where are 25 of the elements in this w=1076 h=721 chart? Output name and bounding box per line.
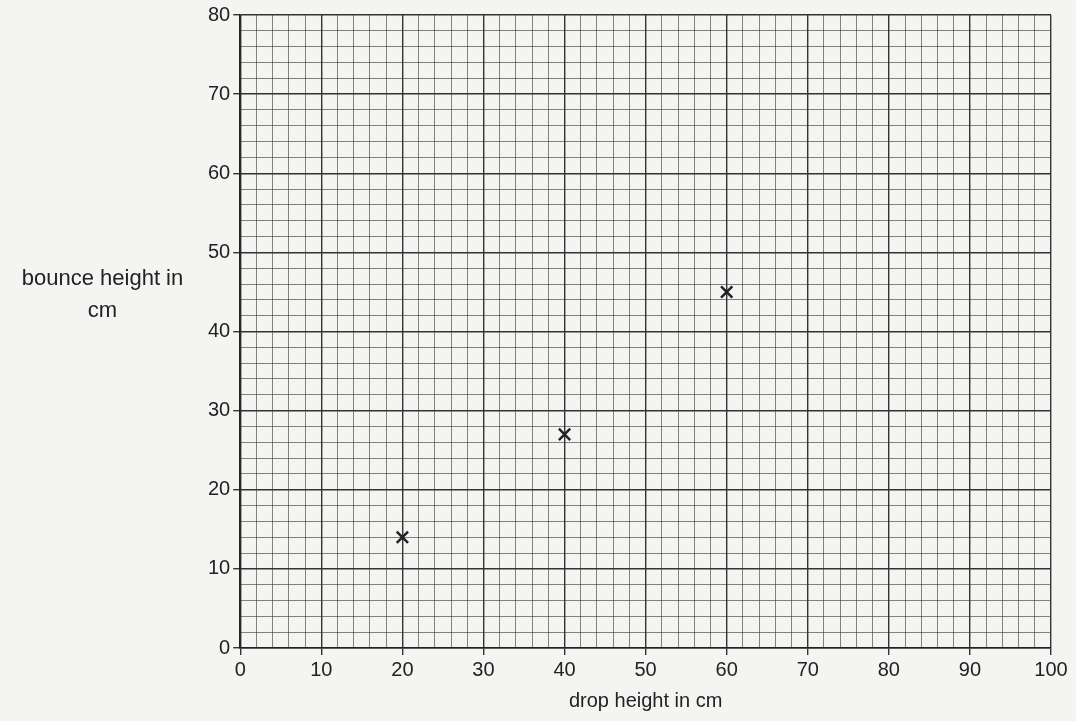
y-tick-label: 50 [208,239,231,262]
y-tick-label: 10 [208,556,231,579]
x-tick-label: 10 [310,657,333,680]
x-tick-label: 70 [796,657,819,680]
point [719,285,734,299]
y-tick-label: 30 [208,398,231,421]
x-tick-label: 80 [877,657,900,680]
x-axis-title: drop height in cm [568,688,723,711]
x-tick-label: 50 [634,657,657,680]
x-tick-label: 100 [1034,657,1068,680]
y-axis-title: bounce height in cm [20,264,185,324]
y-tick-label: 80 [208,2,231,25]
point [395,530,410,545]
point [557,427,572,442]
x-tick-label: 20 [391,657,414,680]
x-tick-label: 90 [958,657,982,680]
y-tick-label: 70 [208,81,231,104]
x-tick-label: 40 [553,657,576,680]
x-tick-label: 60 [715,657,738,680]
x-tick-label: 30 [472,657,495,680]
y-tick-label: 20 [208,477,231,500]
y-tick-label: 0 [219,635,231,658]
y-tick-label: 60 [208,160,231,183]
x-tick-label: 0 [234,657,246,680]
y-tick-label: 40 [208,319,231,342]
